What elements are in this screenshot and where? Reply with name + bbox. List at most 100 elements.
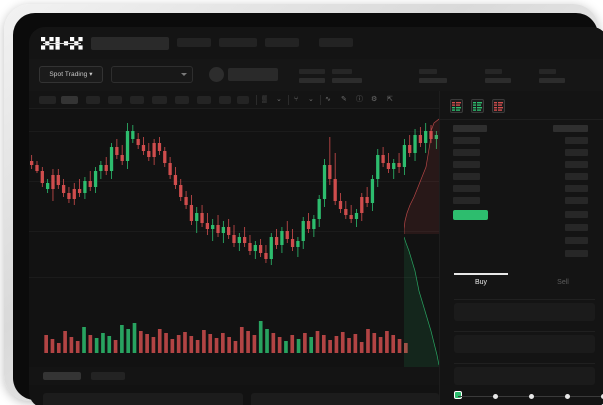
indicators-icon[interactable]: ⑂ bbox=[294, 96, 299, 103]
orderbook-bid-amount[interactable] bbox=[565, 237, 588, 244]
stat-value bbox=[539, 78, 565, 83]
chart-gridline bbox=[29, 131, 439, 132]
timeframe-button-10[interactable] bbox=[237, 96, 249, 104]
orderbook-ask-amount[interactable] bbox=[565, 161, 588, 168]
coin-avatar bbox=[209, 67, 224, 82]
market-header-bar: Spot Trading ▾ bbox=[29, 59, 603, 91]
order-type-field[interactable] bbox=[454, 303, 595, 321]
stat-label bbox=[539, 69, 556, 74]
trading-mode-label: Spot Trading bbox=[49, 71, 88, 78]
orderbook-last-price bbox=[453, 210, 488, 220]
bottom-panel-right[interactable] bbox=[251, 393, 439, 405]
active-tab-indicator bbox=[43, 43, 81, 44]
orderbook-mode-bids-icon[interactable] bbox=[471, 99, 484, 113]
stat-label bbox=[419, 69, 437, 74]
trade-form-divider bbox=[454, 299, 595, 300]
stat-value bbox=[419, 78, 447, 83]
drawing-pencil-icon[interactable]: ✎ bbox=[341, 96, 347, 103]
orderbook-ask-price[interactable] bbox=[453, 173, 480, 180]
alert-icon[interactable]: ⓘ bbox=[356, 96, 363, 103]
stat-24h-change bbox=[299, 69, 325, 83]
tab-sell[interactable]: Sell bbox=[557, 279, 569, 286]
chevron-down-icon: ▾ bbox=[89, 71, 93, 78]
orderbook-ask-amount[interactable] bbox=[565, 173, 588, 180]
orders-tabbar bbox=[29, 367, 439, 385]
trading-mode-select[interactable]: Spot Trading ▾ bbox=[39, 66, 103, 83]
amount-percent-slider[interactable] bbox=[454, 391, 603, 401]
search-input[interactable] bbox=[91, 37, 169, 50]
top-navigation-bar bbox=[29, 27, 603, 59]
chart-gridline bbox=[29, 277, 439, 278]
orderbook-ask-price[interactable] bbox=[453, 137, 480, 144]
timeframe-button-9[interactable] bbox=[219, 96, 231, 104]
slider-stop-25[interactable] bbox=[493, 393, 498, 399]
toolbar-divider bbox=[320, 95, 321, 105]
timeframe-button-7[interactable] bbox=[175, 96, 189, 104]
orderbook-ask-amount[interactable] bbox=[565, 137, 588, 144]
orderbook-bid-amount[interactable] bbox=[565, 224, 588, 231]
last-price-value bbox=[228, 68, 278, 81]
stat-value bbox=[485, 78, 511, 83]
amount-field[interactable] bbox=[454, 367, 595, 385]
orderbook-ask-price[interactable] bbox=[453, 161, 480, 168]
orderbook-ask-amount[interactable] bbox=[565, 149, 588, 156]
price-chart[interactable] bbox=[29, 109, 439, 367]
candlestick-type-icon[interactable]: ▒ bbox=[262, 96, 267, 103]
orderbook-bid-amount[interactable] bbox=[565, 250, 588, 257]
stat-value bbox=[299, 78, 325, 83]
timeframe-button-8[interactable] bbox=[197, 96, 211, 104]
timeframe-button-3[interactable] bbox=[86, 96, 100, 104]
slider-stop-75[interactable] bbox=[565, 393, 570, 399]
device-frame: Spot Trading ▾ bbox=[4, 4, 603, 405]
orderbook-ask-amount[interactable] bbox=[565, 197, 588, 204]
line-chart-icon[interactable]: ∿ bbox=[325, 96, 331, 103]
stat-24h-low bbox=[419, 69, 447, 83]
nav-item-3[interactable] bbox=[265, 38, 299, 47]
nav-item-4[interactable] bbox=[319, 38, 353, 47]
timeframe-button-5[interactable] bbox=[130, 96, 144, 104]
trade-form-divider bbox=[454, 363, 595, 364]
bottom-panel-left[interactable] bbox=[43, 393, 243, 405]
price-field[interactable] bbox=[454, 335, 595, 353]
chart-gridline bbox=[29, 181, 439, 182]
fullscreen-icon[interactable]: ⇱ bbox=[387, 96, 393, 103]
market-depth-overlay bbox=[404, 109, 439, 367]
orderbook-ask-amount[interactable] bbox=[565, 185, 588, 192]
nav-item-2[interactable] bbox=[219, 38, 257, 47]
orderbook-ask-price[interactable] bbox=[453, 197, 480, 204]
volume-series bbox=[44, 321, 408, 353]
stat-24h-high bbox=[332, 69, 362, 83]
orderbook-mode-both-icon[interactable] bbox=[450, 99, 463, 113]
timeframe-button-4[interactable] bbox=[108, 96, 122, 104]
timeframe-button-1[interactable] bbox=[39, 96, 56, 104]
settings-gear-icon[interactable]: ⚙ bbox=[371, 96, 378, 103]
orderbook-ask-price[interactable] bbox=[453, 149, 480, 156]
tab-buy[interactable]: Buy bbox=[474, 279, 488, 286]
tab-open-orders[interactable] bbox=[43, 372, 81, 380]
timeframe-button-2[interactable] bbox=[61, 96, 78, 104]
orderbook-col-amount bbox=[553, 125, 588, 132]
stat-24h-volume bbox=[485, 69, 511, 83]
trading-pair-select[interactable] bbox=[111, 66, 193, 83]
device-bezel: Spot Trading ▾ bbox=[13, 13, 603, 405]
orderbook-col-price bbox=[453, 125, 487, 132]
timeframe-button-6[interactable] bbox=[152, 96, 167, 104]
app-screen: Spot Trading ▾ bbox=[29, 27, 603, 405]
orderbook-mode-asks-icon[interactable] bbox=[492, 99, 505, 113]
orderbook-ask-price[interactable] bbox=[453, 185, 480, 192]
trade-form-tabs: Buy Sell bbox=[440, 273, 603, 295]
chart-type-chevron-icon[interactable]: ⌄ bbox=[276, 96, 282, 103]
candlestick-series bbox=[30, 123, 438, 265]
stat-24h-turnover bbox=[539, 69, 565, 83]
slider-handle[interactable] bbox=[454, 391, 462, 399]
orderbook-bid-amount[interactable] bbox=[565, 211, 588, 218]
tab-order-history[interactable] bbox=[91, 372, 125, 380]
nav-item-1[interactable] bbox=[177, 38, 211, 47]
slider-stop-50[interactable] bbox=[529, 393, 534, 399]
indicators-chevron-icon[interactable]: ⌄ bbox=[308, 96, 314, 103]
orderbook-divider bbox=[440, 119, 603, 120]
orderbook-view-modes bbox=[450, 99, 510, 113]
slider-stop-100[interactable] bbox=[601, 393, 603, 399]
trade-form-divider bbox=[454, 331, 595, 332]
